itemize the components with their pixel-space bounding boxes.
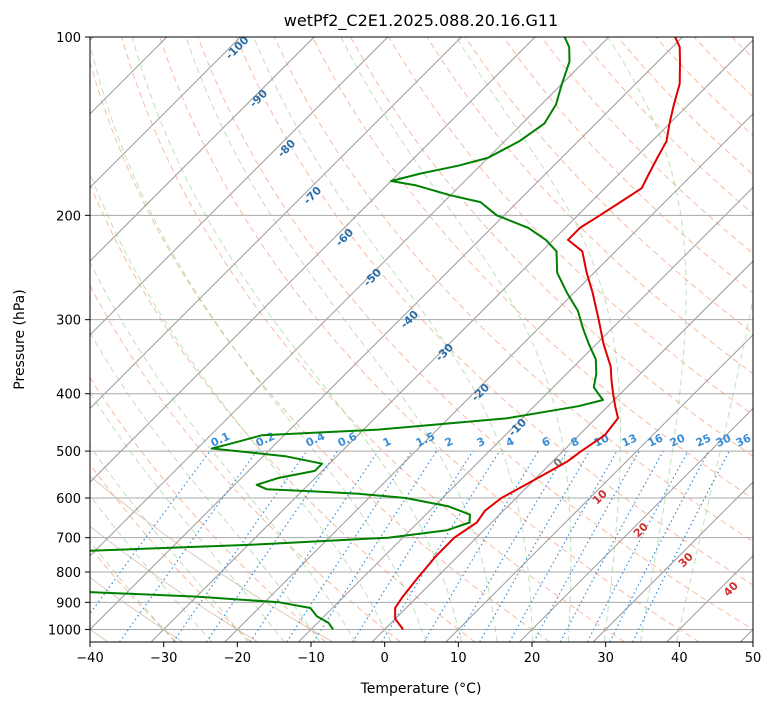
mixing-ratio-label: 0.2 xyxy=(254,430,277,450)
x-tick-label: −30 xyxy=(150,651,177,666)
theta-label: -90 xyxy=(247,87,270,110)
x-tick-label: 30 xyxy=(597,651,614,666)
dry-adiabat xyxy=(503,37,775,642)
mixing-ratio-label: 3 xyxy=(475,435,487,450)
dry-adiabat xyxy=(656,37,775,642)
mixing-ratio-label: 6 xyxy=(540,435,553,450)
reference-curve xyxy=(0,37,258,642)
theta-label: -70 xyxy=(301,184,324,207)
mixing-ratio-line xyxy=(510,451,617,642)
theta-label: -40 xyxy=(398,308,421,331)
mixing-ratio-label: 20 xyxy=(668,431,688,449)
dry-adiabat xyxy=(45,37,475,642)
mixing-ratio-label: 13 xyxy=(620,431,639,449)
x-tick-label: 20 xyxy=(524,651,541,666)
mixing-ratio-line xyxy=(314,451,437,642)
reference-curve xyxy=(0,37,333,642)
x-tick-label: 0 xyxy=(381,651,389,666)
y-tick-label: 200 xyxy=(56,209,81,224)
chart-title: wetPf2_C2E1.2025.088.20.16.G11 xyxy=(284,11,558,31)
moist-adiabat xyxy=(0,37,320,642)
mixing-ratio-line xyxy=(534,451,639,642)
isotherm xyxy=(519,37,775,642)
moist-adiabat xyxy=(677,37,774,642)
mixing-ratio-label: 1 xyxy=(381,435,393,450)
isotherm xyxy=(225,37,775,642)
mixing-ratio-line xyxy=(353,451,473,642)
x-tick-label: −10 xyxy=(297,651,324,666)
theta-label: -60 xyxy=(333,226,356,249)
y-tick-label: 100 xyxy=(56,31,81,46)
dry-adiabat xyxy=(618,37,775,642)
mixing-ratio-line xyxy=(633,451,730,642)
x-tick-label: −20 xyxy=(224,651,251,666)
y-tick-label: 800 xyxy=(56,566,81,581)
dry-adiabat xyxy=(236,37,775,642)
mixing-ratio-label: 8 xyxy=(569,435,581,450)
dry-adiabat xyxy=(0,37,251,642)
isotherm xyxy=(0,37,388,642)
x-tick-label: 40 xyxy=(671,651,688,666)
mixing-ratio-label: 25 xyxy=(694,431,713,449)
isotherm xyxy=(77,37,682,642)
dry-adiabat xyxy=(465,37,775,642)
isotherm xyxy=(667,37,775,642)
dry-adiabat xyxy=(351,37,775,642)
theta-label: -80 xyxy=(275,137,298,160)
theta-label: -100 xyxy=(223,33,252,62)
dry-adiabat xyxy=(7,37,400,642)
dry-adiabat xyxy=(122,37,625,642)
x-tick-label: −40 xyxy=(76,651,103,666)
theta-label: -20 xyxy=(469,381,492,404)
dry-adiabat xyxy=(0,37,326,642)
mixing-ratio-line xyxy=(287,451,412,642)
dry-adiabat xyxy=(580,37,775,642)
mixing-ratio-label: 10 xyxy=(592,431,612,449)
y-tick-label: 900 xyxy=(56,596,81,611)
mixing-ratio-line xyxy=(382,451,500,642)
moist-adiabat-label: 10 xyxy=(590,487,610,507)
moist-adiabat xyxy=(0,37,212,642)
y-tick-label: 1000 xyxy=(48,623,81,638)
x-axis-label: Temperature (°C) xyxy=(360,681,482,697)
dry-adiabat xyxy=(389,37,775,642)
moist-adiabat-label: 30 xyxy=(676,550,696,570)
mixing-ratio-label: 0.6 xyxy=(336,430,359,450)
dry-adiabat xyxy=(312,37,775,642)
x-tick-label: 10 xyxy=(450,651,467,666)
dry-adiabat xyxy=(770,37,775,642)
y-axis-label: Pressure (hPa) xyxy=(12,289,28,389)
theta-label: -50 xyxy=(361,266,384,289)
theta-label: -30 xyxy=(433,341,456,364)
mixing-ratio-label: 30 xyxy=(714,431,734,449)
moist-adiabat-label: 40 xyxy=(721,579,741,599)
y-tick-label: 600 xyxy=(56,492,81,507)
isotherm xyxy=(0,37,314,642)
moist-adiabat xyxy=(0,37,248,642)
y-tick-label: 400 xyxy=(56,388,81,403)
mixing-ratio-line xyxy=(587,451,688,642)
isotherm xyxy=(740,37,775,642)
plot-frame xyxy=(90,37,753,642)
isotherm xyxy=(151,37,756,642)
temperature-profile xyxy=(395,37,680,629)
dry-adiabat xyxy=(694,37,775,642)
isotherm xyxy=(0,37,461,642)
moist-adiabat xyxy=(88,37,426,642)
y-tick-label: 700 xyxy=(56,532,81,547)
y-tick-label: 300 xyxy=(56,314,81,329)
mixing-ratio-line xyxy=(560,451,663,642)
x-tick-label: 50 xyxy=(745,651,762,666)
moist-adiabat-label: 20 xyxy=(631,520,651,540)
y-tick-label: 500 xyxy=(56,445,81,460)
mixing-ratio-label: 2 xyxy=(443,435,455,450)
mixing-ratio-label: 36 xyxy=(734,431,754,449)
dry-adiabat xyxy=(541,37,775,642)
